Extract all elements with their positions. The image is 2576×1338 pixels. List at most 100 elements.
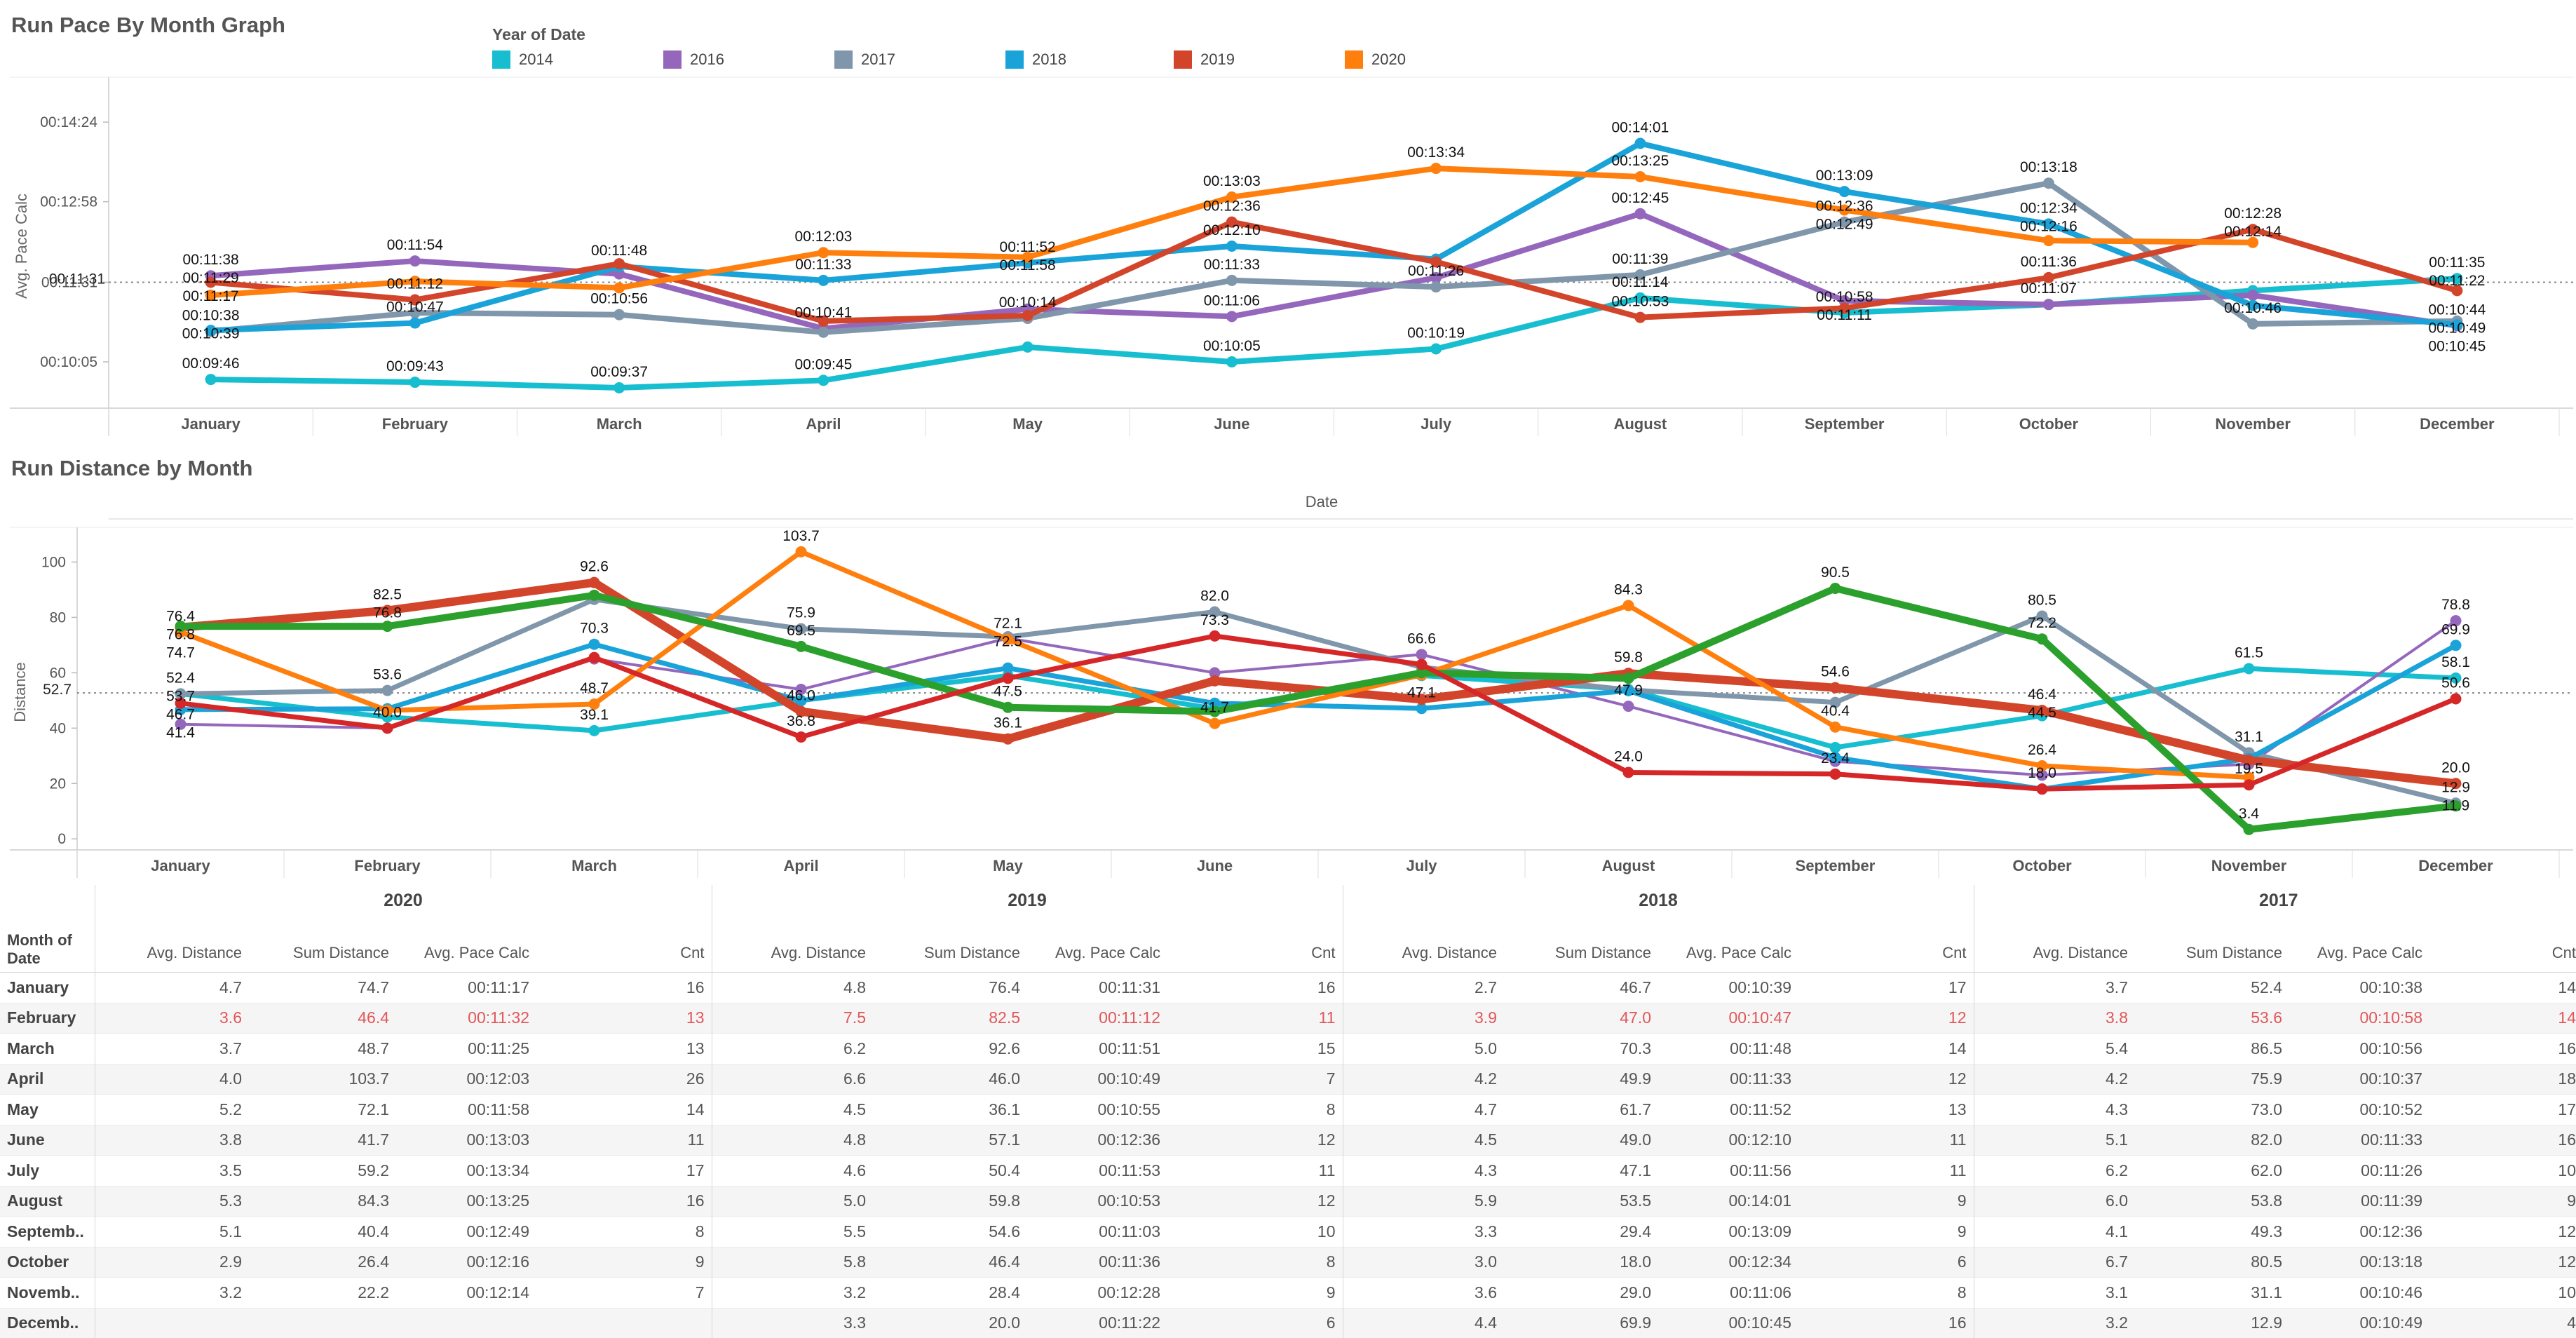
data-point[interactable] <box>1829 741 1841 753</box>
data-point[interactable] <box>381 684 393 696</box>
data-point[interactable] <box>1634 311 1646 323</box>
data-point[interactable] <box>1838 186 1850 198</box>
data-point[interactable] <box>818 374 829 386</box>
column-header[interactable]: Avg. Distance <box>711 916 873 973</box>
legend-item-2018[interactable]: 2018 <box>1005 50 1066 69</box>
data-point[interactable] <box>2243 663 2255 675</box>
data-point[interactable] <box>1226 356 1238 367</box>
column-header[interactable]: Avg. Distance <box>94 916 249 973</box>
data-point[interactable] <box>1002 662 1014 674</box>
data-point[interactable] <box>795 684 807 696</box>
column-header[interactable]: Avg. Pace Calc <box>1686 944 1791 961</box>
table-row[interactable]: July 3.5 59.2 00:13:34 17 4.6 50.4 00:11:53 11 4.… <box>0 1155 2576 1186</box>
series-line-series-7[interactable] <box>178 633 2458 792</box>
table-row[interactable]: March 3.7 48.7 00:11:25 13 6.2 92.6 00:11:51 15 5… <box>0 1033 2576 1064</box>
data-point[interactable] <box>381 705 393 717</box>
data-point[interactable] <box>588 576 600 588</box>
data-point[interactable] <box>1622 701 1634 712</box>
table-year-header[interactable]: 2018 <box>1342 885 1974 916</box>
data-point[interactable] <box>1209 697 1221 709</box>
data-point[interactable] <box>1002 673 1014 684</box>
data-point[interactable] <box>1209 630 1221 642</box>
series-line-series-6[interactable] <box>177 585 2460 833</box>
data-point[interactable] <box>1209 705 1221 717</box>
data-point[interactable] <box>1416 694 1428 705</box>
data-point[interactable] <box>795 731 807 743</box>
data-point[interactable] <box>1002 701 1014 713</box>
data-point[interactable] <box>175 621 187 633</box>
data-point[interactable] <box>795 546 807 558</box>
data-point[interactable] <box>1226 274 1238 286</box>
data-point[interactable] <box>1430 281 1442 293</box>
data-point[interactable] <box>1829 768 1841 780</box>
data-point[interactable] <box>381 604 393 616</box>
data-point[interactable] <box>1430 271 1442 283</box>
data-point[interactable] <box>381 722 393 734</box>
data-point[interactable] <box>1838 204 1850 216</box>
data-point[interactable] <box>2247 236 2259 248</box>
data-point[interactable] <box>205 325 217 337</box>
data-point[interactable] <box>2243 823 2255 835</box>
column-header[interactable]: Cnt <box>2551 944 2576 961</box>
data-point[interactable] <box>588 698 600 710</box>
data-point[interactable] <box>409 307 421 319</box>
data-point[interactable] <box>2243 755 2255 766</box>
data-point[interactable] <box>1622 600 1634 611</box>
data-point[interactable] <box>2450 778 2462 790</box>
data-point[interactable] <box>1416 658 1428 670</box>
column-header[interactable]: Sum Distance <box>2186 944 2282 961</box>
data-point[interactable] <box>795 695 807 707</box>
data-point[interactable] <box>1634 292 1646 304</box>
column-header[interactable]: Sum Distance <box>293 944 389 961</box>
data-point[interactable] <box>205 289 217 301</box>
legend-item-2020[interactable]: 2020 <box>1345 50 1406 69</box>
data-point[interactable] <box>818 315 829 327</box>
data-point[interactable] <box>1002 733 1014 745</box>
data-point[interactable] <box>1430 163 1442 175</box>
data-point[interactable] <box>1022 310 1033 321</box>
table-row[interactable]: August 5.3 84.3 00:13:25 16 5.0 59.8 00:10:53 12… <box>0 1186 2576 1217</box>
data-point[interactable] <box>2247 299 2259 311</box>
series-line-2018[interactable] <box>208 140 2460 334</box>
data-point[interactable] <box>2247 318 2259 330</box>
data-point[interactable] <box>1634 171 1646 182</box>
data-point[interactable] <box>2042 235 2054 247</box>
data-point[interactable] <box>1838 216 1850 228</box>
column-header[interactable]: Cnt <box>680 944 705 961</box>
data-point[interactable] <box>2042 218 2054 230</box>
data-point[interactable] <box>1829 582 1841 594</box>
data-point[interactable] <box>1634 269 1646 281</box>
data-point[interactable] <box>1622 766 1634 778</box>
table-row[interactable]: Decemb.. 3.3 20.0 00:11:22 6 4.4 69.9 00:10:45 1… <box>0 1308 2576 1338</box>
table-row[interactable]: Septemb.. 5.1 40.4 00:12:49 8 5.5 54.6 00:11:03… <box>0 1216 2576 1247</box>
legend-item-2014[interactable]: 2014 <box>492 50 553 69</box>
data-point[interactable] <box>795 640 807 652</box>
data-point[interactable] <box>2451 285 2463 297</box>
data-point[interactable] <box>614 309 625 320</box>
data-point[interactable] <box>205 276 217 288</box>
data-point[interactable] <box>1226 311 1238 323</box>
data-point[interactable] <box>614 282 625 294</box>
table-year-header[interactable]: 2019 <box>711 885 1343 916</box>
data-point[interactable] <box>588 651 600 663</box>
data-point[interactable] <box>2042 299 2054 311</box>
column-header[interactable]: Cnt <box>1311 944 1336 961</box>
data-point[interactable] <box>205 374 217 386</box>
data-point[interactable] <box>2450 640 2462 651</box>
data-point[interactable] <box>1226 216 1238 228</box>
data-point[interactable] <box>818 326 829 338</box>
series-line-2018[interactable] <box>178 642 2458 792</box>
data-point[interactable] <box>1634 208 1646 219</box>
data-point[interactable] <box>588 638 600 650</box>
column-header[interactable]: Avg. Pace Calc <box>423 944 529 961</box>
data-point[interactable] <box>2451 319 2463 331</box>
data-point[interactable] <box>2036 769 2048 781</box>
data-point[interactable] <box>1829 682 1841 694</box>
table-row[interactable]: June 3.8 41.7 00:13:03 11 4.8 57.1 00:12:36 12 4.… <box>0 1125 2576 1156</box>
series-line-2017[interactable] <box>178 597 2458 806</box>
table-row[interactable]: May 5.2 72.1 00:11:58 14 4.5 36.1 00:10:55 8 4.7 6… <box>0 1094 2576 1125</box>
data-point[interactable] <box>2036 783 2048 795</box>
data-point[interactable] <box>1829 696 1841 708</box>
data-point[interactable] <box>588 724 600 736</box>
column-header[interactable]: Sum Distance <box>924 944 1020 961</box>
